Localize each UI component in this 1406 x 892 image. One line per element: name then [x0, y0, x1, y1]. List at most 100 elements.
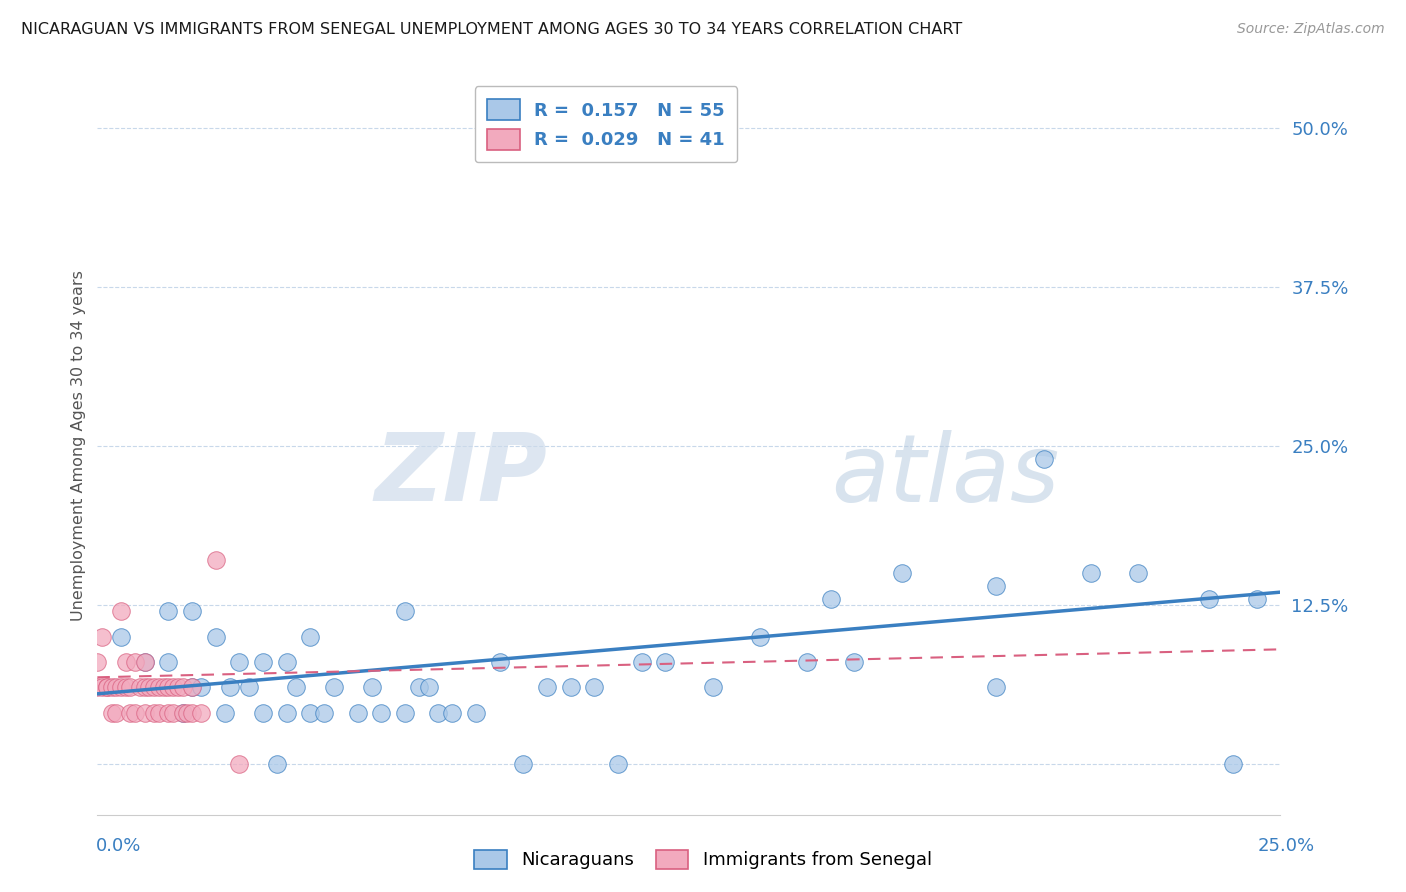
Point [323, 681, 346, 695]
Point [796, 655, 818, 669]
Point [190, 681, 212, 695]
Point [157, 706, 180, 720]
Point [181, 681, 204, 695]
Point [299, 630, 322, 644]
Point [181, 706, 204, 720]
Point [654, 655, 676, 669]
Point [427, 706, 450, 720]
Point [181, 604, 204, 618]
Point [266, 756, 288, 771]
Point [299, 706, 322, 720]
Point [238, 681, 260, 695]
Point [120, 706, 142, 720]
Point [148, 681, 170, 695]
Y-axis label: Unemployment Among Ages 30 to 34 years: Unemployment Among Ages 30 to 34 years [72, 270, 86, 622]
Point [166, 681, 188, 695]
Point [1222, 756, 1244, 771]
Point [214, 706, 236, 720]
Point [441, 706, 464, 720]
Text: 25.0%: 25.0% [1257, 837, 1315, 855]
Point [134, 655, 156, 669]
Point [143, 681, 166, 695]
Point [276, 655, 298, 669]
Point [124, 655, 146, 669]
Point [143, 706, 166, 720]
Point [702, 681, 724, 695]
Point [630, 655, 652, 669]
Point [134, 655, 156, 669]
Point [1246, 591, 1268, 606]
Point [488, 655, 510, 669]
Point [204, 553, 226, 567]
Point [464, 706, 486, 720]
Point [114, 681, 136, 695]
Point [172, 706, 194, 720]
Text: ZIP: ZIP [374, 429, 547, 522]
Point [91, 681, 114, 695]
Point [100, 681, 122, 695]
Point [162, 706, 184, 720]
Point [105, 681, 128, 695]
Point [86, 655, 108, 669]
Point [134, 706, 156, 720]
Point [228, 756, 250, 771]
Point [844, 655, 866, 669]
Text: NICARAGUAN VS IMMIGRANTS FROM SENEGAL UNEMPLOYMENT AMONG AGES 30 TO 34 YEARS COR: NICARAGUAN VS IMMIGRANTS FROM SENEGAL UN… [21, 22, 962, 37]
Point [408, 681, 430, 695]
Point [190, 706, 212, 720]
Point [110, 681, 132, 695]
Point [394, 604, 416, 618]
Point [124, 706, 146, 720]
Point [105, 706, 128, 720]
Point [285, 681, 308, 695]
Point [176, 706, 198, 720]
Point [560, 681, 582, 695]
Point [606, 756, 628, 771]
Point [157, 655, 180, 669]
Point [1032, 451, 1054, 466]
Point [134, 681, 156, 695]
Text: atlas: atlas [831, 430, 1059, 521]
Point [204, 630, 226, 644]
Point [138, 681, 160, 695]
Point [100, 706, 122, 720]
Point [346, 706, 368, 720]
Point [418, 681, 440, 695]
Point [820, 591, 842, 606]
Point [276, 706, 298, 720]
Point [1198, 591, 1220, 606]
Point [114, 655, 136, 669]
Point [148, 706, 170, 720]
Point [172, 706, 194, 720]
Point [157, 681, 180, 695]
Point [252, 655, 274, 669]
Text: Source: ZipAtlas.com: Source: ZipAtlas.com [1237, 22, 1385, 37]
Point [394, 706, 416, 720]
Point [172, 681, 194, 695]
Point [1080, 566, 1102, 580]
Point [583, 681, 606, 695]
Legend: Nicaraguans, Immigrants from Senegal: Nicaraguans, Immigrants from Senegal [465, 841, 941, 879]
Point [748, 630, 770, 644]
Point [218, 681, 240, 695]
Point [890, 566, 912, 580]
Point [314, 706, 336, 720]
Point [157, 604, 180, 618]
Point [986, 681, 1008, 695]
Legend: R =  0.157   N = 55, R =  0.029   N = 41: R = 0.157 N = 55, R = 0.029 N = 41 [475, 87, 738, 162]
Point [110, 630, 132, 644]
Point [252, 706, 274, 720]
Point [536, 681, 558, 695]
Point [96, 681, 118, 695]
Text: 0.0%: 0.0% [96, 837, 141, 855]
Point [986, 579, 1008, 593]
Point [360, 681, 382, 695]
Point [1128, 566, 1150, 580]
Point [96, 681, 118, 695]
Point [129, 681, 152, 695]
Point [120, 681, 142, 695]
Point [91, 630, 114, 644]
Point [512, 756, 534, 771]
Point [370, 706, 392, 720]
Point [181, 681, 204, 695]
